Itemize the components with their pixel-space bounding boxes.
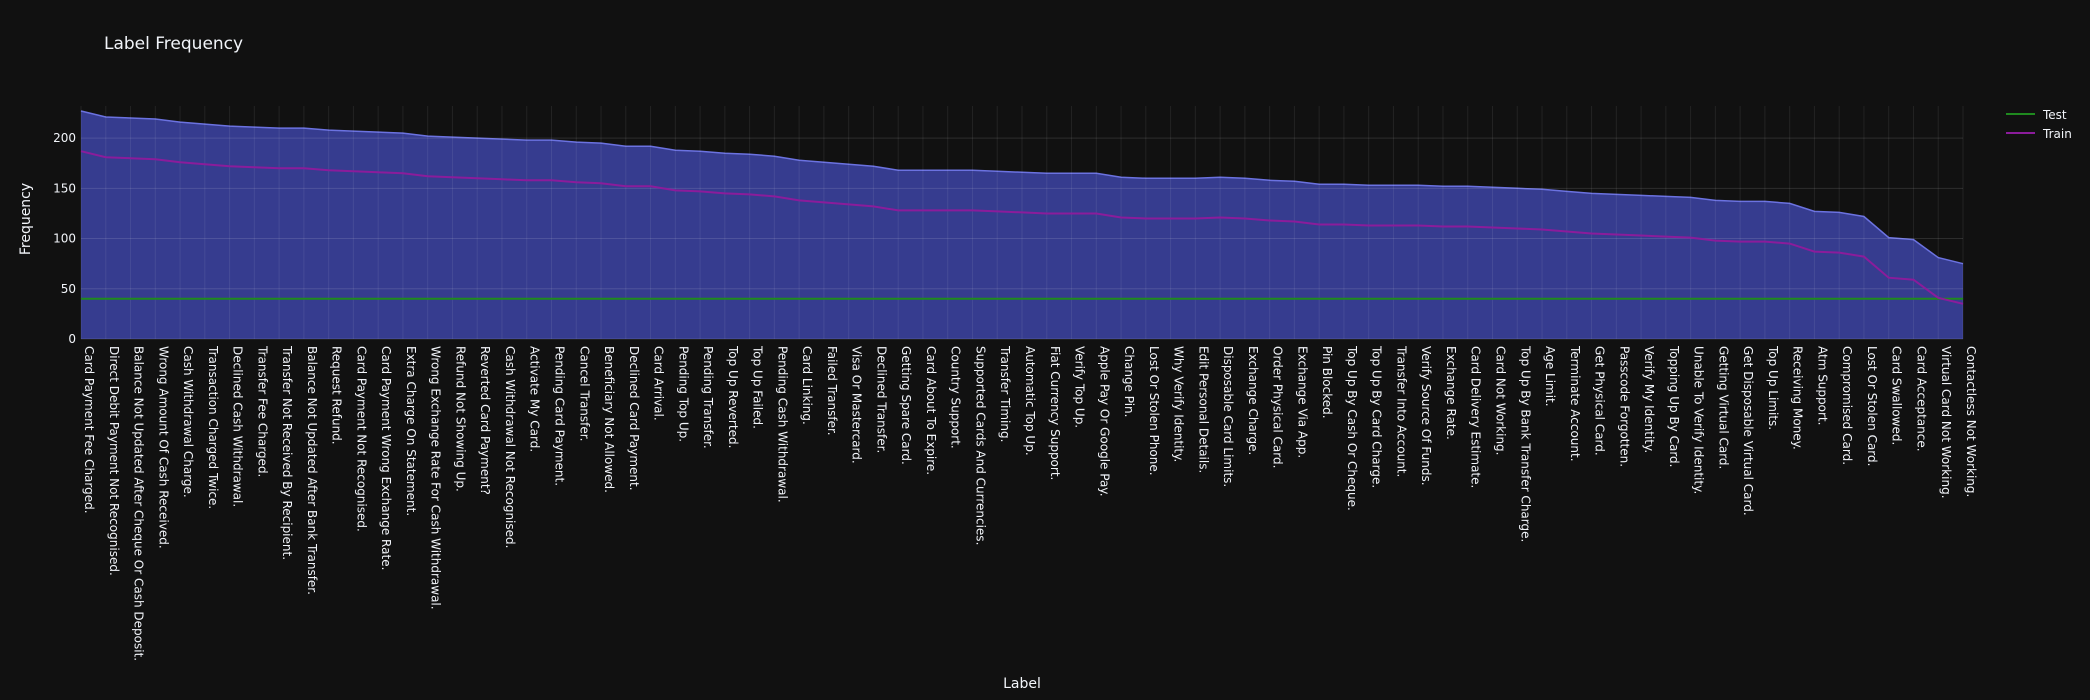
x-tick-label: Fiat Currency Support. [1048, 346, 1062, 480]
x-tick-label: Verify Source Of Funds. [1419, 346, 1433, 486]
x-tick-label: Transfer Not Received By Recipient. [280, 345, 294, 560]
y-axis-title: Frequency [18, 183, 34, 255]
x-tick-label: Request Refund. [330, 346, 344, 445]
x-tick-label: Atm Support. [1815, 346, 1829, 425]
x-tick-label: Reverted Card Payment? [478, 346, 492, 495]
x-tick-label: Pending Top Up. [676, 346, 690, 442]
x-tick-label: Card Swallowed. [1890, 346, 1904, 445]
x-tick-label: Declined Card Payment. [627, 346, 641, 491]
x-tick-label: Card Delivery Estimate. [1469, 346, 1483, 488]
x-tick-label: Getting Spare Card. [899, 346, 913, 465]
x-tick-label: Pin Blocked. [1320, 346, 1334, 419]
x-tick-label: Country Support. [949, 346, 963, 449]
x-tick-label: Edit Personal Details. [1196, 346, 1210, 473]
x-tick-label: Wrong Exchange Rate For Cash Withdrawal. [429, 346, 443, 610]
x-tick-label: Refund Not Showing Up. [453, 346, 467, 492]
x-tick-label: Transfer Timing. [998, 345, 1012, 442]
x-tick-label: Balance Not Updated After Cheque Or Cash… [132, 346, 146, 661]
y-tick-label: 200 [53, 131, 76, 145]
x-tick-label: Extra Charge On Statement. [404, 346, 418, 516]
stacked-area-top-line [80, 110, 1964, 265]
x-tick-label: Card Payment Not Recognised. [354, 346, 368, 532]
x-tick-label: Card Payment Wrong Exchange Rate. [379, 346, 393, 570]
x-tick-label: Card Acceptance. [1914, 346, 1928, 452]
x-tick-label: Exchange Charge. [1246, 346, 1260, 455]
x-tick-label: Topping Up By Card. [1667, 345, 1681, 468]
x-tick-label: Top Up By Bank Transfer Charge. [1518, 345, 1532, 542]
legend-label-test: Test [2042, 108, 2067, 122]
legend[interactable]: Test Train [2006, 108, 2072, 141]
x-tick-label: Lost Or Stolen Phone. [1147, 346, 1161, 476]
y-tick-labels: 0 50 100 150 200 [53, 131, 76, 346]
x-axis-title: Label [1003, 676, 1041, 692]
stacked-area [81, 111, 1963, 339]
x-tick-label: Transfer Fee Charged. [255, 345, 269, 477]
x-tick-label: Exchange Rate. [1444, 346, 1458, 440]
x-tick-label: Get Physical Card. [1593, 346, 1607, 456]
x-tick-label: Declined Transfer. [874, 346, 888, 453]
x-tick-label: Cash Withdrawal Charge. [181, 346, 195, 498]
x-tick-label: Activate My Card. [528, 346, 542, 452]
x-tick-label: Contactless Not Working. [1964, 346, 1978, 497]
y-tick-label: 100 [53, 232, 76, 246]
x-tick-label: Disposable Card Limits. [1221, 346, 1235, 487]
area-layer [80, 110, 1964, 339]
x-tick-label: Pending Card Payment. [553, 346, 567, 486]
x-tick-label: Top Up Failed. [751, 345, 765, 429]
x-tick-label: Compromised Card. [1840, 346, 1854, 465]
x-tick-labels: Card Payment Fee Charged. Direct Debit Pa… [82, 345, 1978, 661]
y-tick-label: 0 [68, 332, 76, 346]
x-tick-label: Terminate Account. [1568, 345, 1582, 462]
x-tick-label: Apple Pay Or Google Pay. [1097, 346, 1111, 497]
x-tick-label: Top Up By Card Charge. [1370, 345, 1384, 488]
x-tick-label: Why Verify Identity. [1172, 346, 1186, 462]
x-tick-label: Verify Top Up. [1073, 346, 1087, 428]
x-tick-label: Card Arrival. [652, 346, 666, 421]
x-tick-label: Top Up Reverted. [726, 345, 740, 448]
x-tick-label: Receiving Money. [1791, 346, 1805, 450]
x-tick-label: Card Payment Fee Charged. [82, 346, 96, 514]
x-tick-label: Card Not Working. [1494, 346, 1508, 455]
x-tick-label: Transaction Charged Twice. [206, 345, 220, 509]
x-tick-label: Verify My Identity. [1642, 346, 1656, 453]
chart-title: Label Frequency [104, 34, 243, 54]
x-tick-label: Transfer Into Account. [1394, 345, 1408, 477]
x-tick-label: Card About To Expire. [924, 346, 938, 475]
x-tick-label: Failed Transfer. [825, 346, 839, 436]
x-tick-label: Pending Transfer. [701, 346, 715, 449]
x-tick-label: Getting Virtual Card. [1716, 346, 1730, 469]
x-tick-label: Top Up By Cash Or Cheque. [1345, 345, 1359, 511]
x-tick-label: Wrong Amount Of Cash Received. [156, 346, 170, 549]
x-tick-label: Visa Or Mastercard. [850, 346, 864, 464]
x-tick-label: Virtual Card Not Working. [1939, 346, 1953, 499]
x-tick-label: Get Disposable Virtual Card. [1741, 346, 1755, 516]
grid-lines [80, 106, 1964, 340]
x-tick-label: Supported Cards And Currencies. [973, 346, 987, 545]
x-tick-label: Automatic Top Up. [1023, 346, 1037, 456]
y-tick-label: 50 [61, 282, 76, 296]
x-tick-label: Age Limit. [1543, 346, 1557, 407]
x-tick-label: Change Pin. [1122, 346, 1136, 417]
series-line-train [80, 150, 1964, 305]
x-tick-label: Order Physical Card. [1271, 346, 1285, 468]
y-tick-label: 150 [53, 181, 76, 195]
x-tick-label: Card Linking. [800, 346, 814, 425]
x-tick-label: Balance Not Updated After Bank Transfer. [305, 346, 319, 595]
x-tick-label: Pending Cash Withdrawal. [775, 346, 789, 503]
x-tick-label: Exchange Via App. [1295, 346, 1309, 458]
x-tick-label: Lost Or Stolen Card. [1865, 346, 1879, 466]
line-layer [80, 106, 1964, 340]
x-tick-label: Unable To Verify Identity. [1692, 346, 1706, 494]
x-tick-label: Top Up Limits. [1766, 345, 1780, 430]
x-tick-label: Declined Cash Withdrawal. [231, 346, 245, 507]
x-tick-label: Beneficiary Not Allowed. [602, 346, 616, 493]
legend-label-train: Train [2042, 127, 2072, 141]
x-tick-label: Cash Withdrawal Not Recognised. [503, 346, 517, 548]
x-tick-label: Cancel Transfer. [577, 346, 591, 441]
x-tick-label: Direct Debit Payment Not Recognised. [107, 346, 121, 576]
x-tick-label: Passcode Forgotten. [1617, 346, 1631, 467]
